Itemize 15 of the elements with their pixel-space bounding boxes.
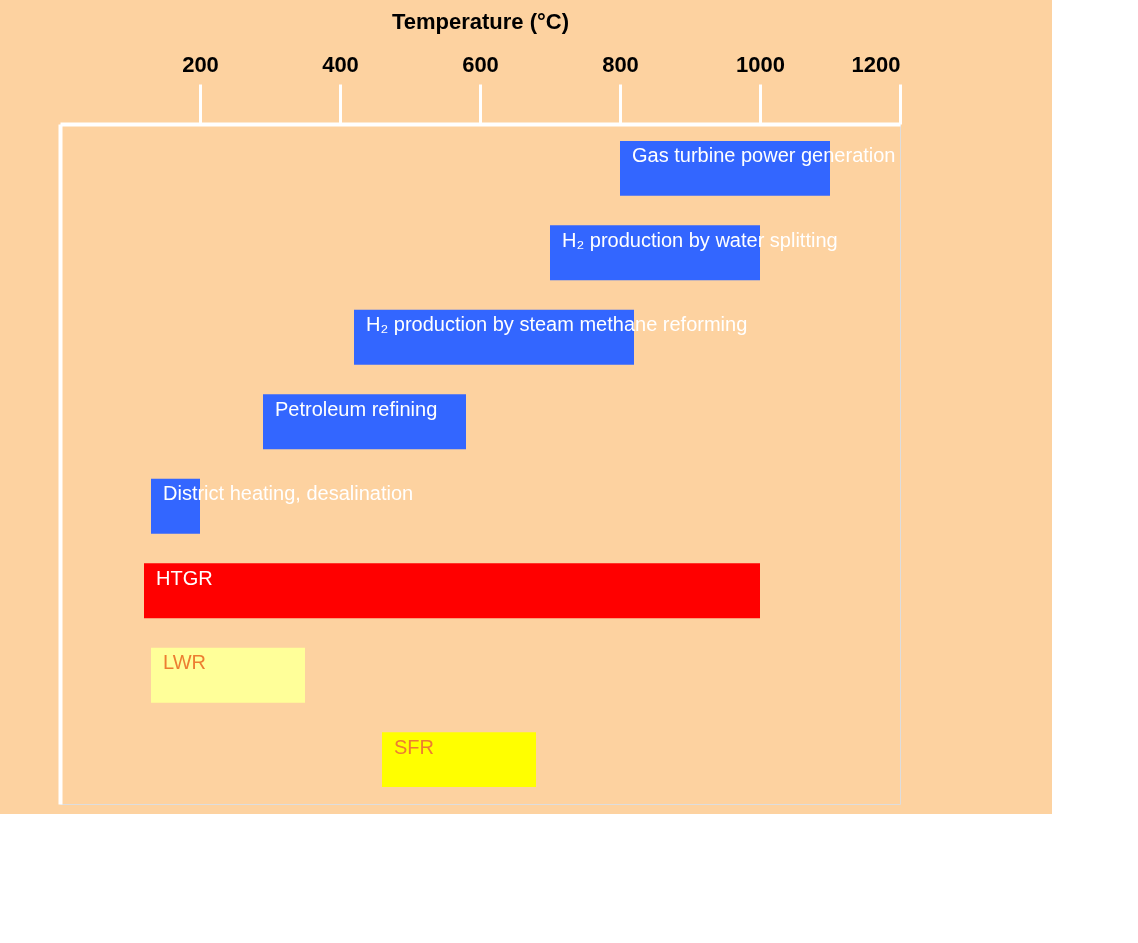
y-tick-label: LWR	[163, 651, 206, 674]
y-tick-label: SFR	[394, 735, 434, 758]
x-tick-label: 1200	[851, 51, 901, 77]
y-tick-label: Petroleum refining	[275, 397, 438, 420]
y-tick-label: HTGR	[156, 566, 213, 589]
bar	[263, 394, 466, 450]
x-tick-label: 800	[602, 51, 639, 77]
x-axis-title: Temperature (°C)	[391, 8, 570, 34]
bar	[144, 563, 760, 619]
x-tick-label: 600	[462, 51, 499, 77]
x-tick-label: 400	[322, 51, 359, 77]
bar	[151, 647, 305, 703]
bar	[382, 732, 536, 788]
x-tick-label: 200	[182, 51, 219, 77]
x-tick-label: 1000	[736, 51, 785, 77]
